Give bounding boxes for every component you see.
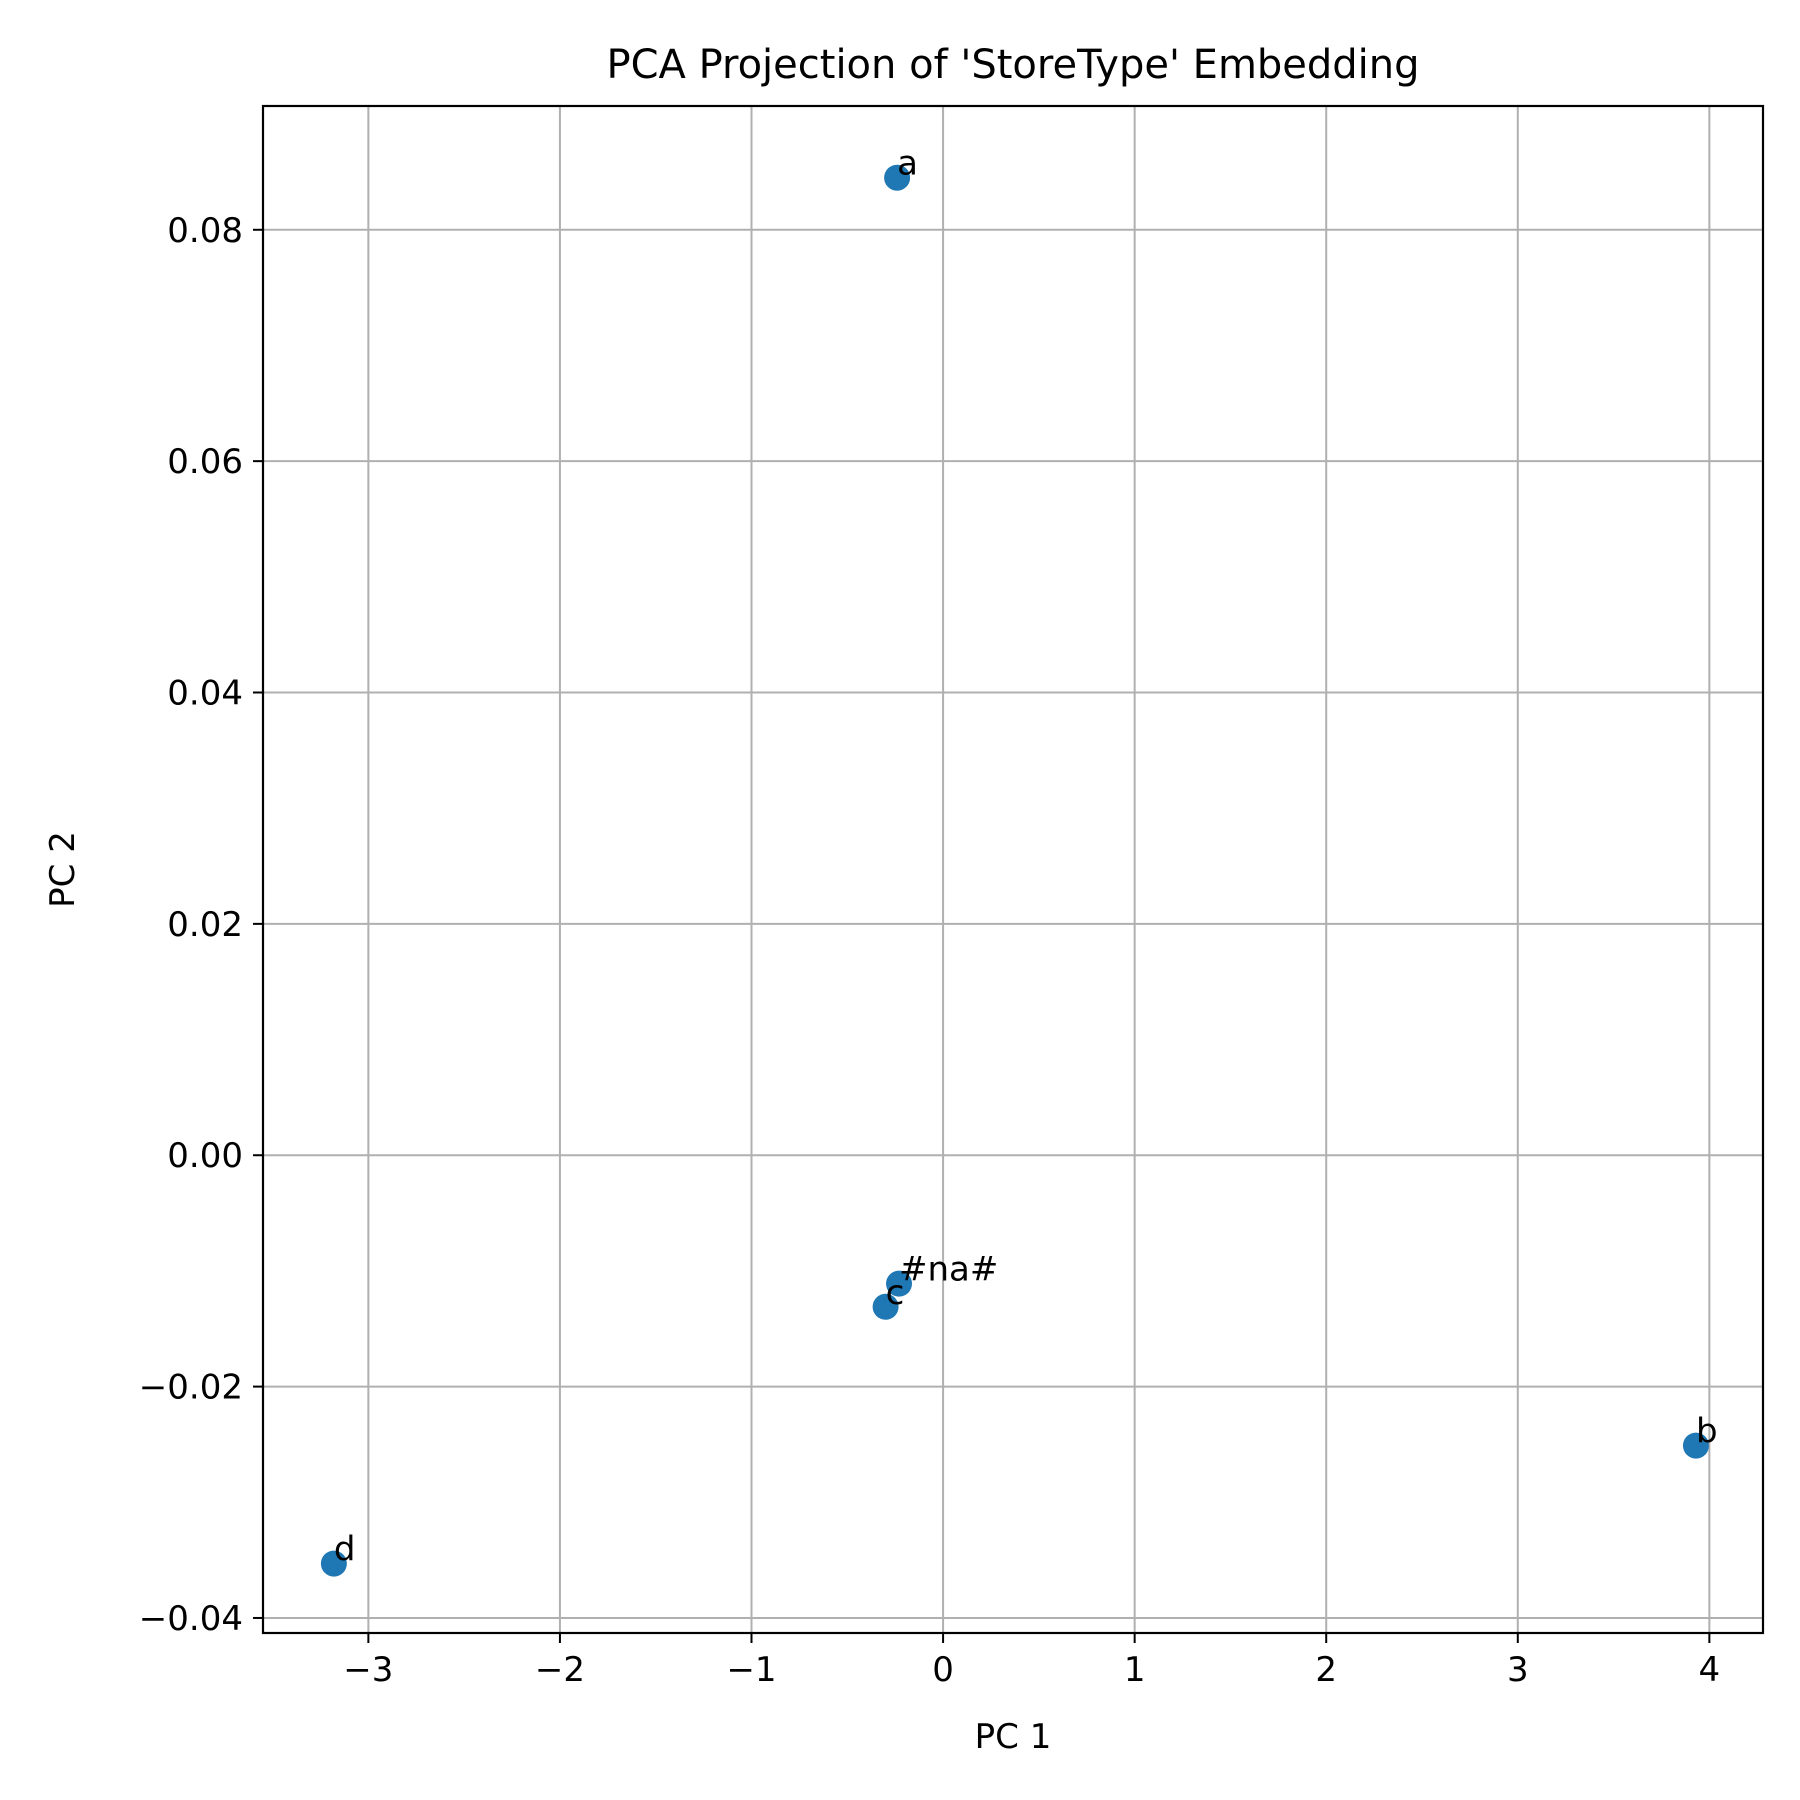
- chart-title: PCA Projection of 'StoreType' Embedding: [606, 42, 1419, 88]
- x-tick-label: 0: [932, 1650, 954, 1690]
- x-axis-title: PC 1: [975, 1717, 1052, 1757]
- data-point: [884, 164, 911, 191]
- x-tick-label: 2: [1315, 1650, 1337, 1690]
- x-tick-label: −3: [343, 1650, 393, 1690]
- x-tick-label: 1: [1124, 1650, 1146, 1690]
- y-tick-label: 0.04: [167, 674, 243, 714]
- y-axis-title: PC 2: [43, 831, 83, 908]
- x-tick-label: 3: [1507, 1650, 1529, 1690]
- data-point-label: b: [1696, 1412, 1718, 1452]
- data-point-label: d: [334, 1530, 356, 1570]
- points-layer: a #na#c b d: [320, 144, 1718, 1577]
- y-tick-label: −0.02: [139, 1368, 243, 1408]
- data-point-label: #na#: [899, 1250, 998, 1290]
- y-tick-label: −0.04: [139, 1599, 243, 1639]
- grid-layer: [263, 106, 1763, 1633]
- plot-frame: [261, 104, 1765, 1635]
- data-point: [872, 1293, 899, 1320]
- y-tick-label: 0.00: [167, 1136, 243, 1176]
- x-tick-label: −1: [726, 1650, 776, 1690]
- data-point: [320, 1550, 347, 1577]
- data-point-label: a: [897, 144, 918, 184]
- y-tick-label: 0.08: [167, 211, 243, 251]
- x-tick-label: −2: [535, 1650, 585, 1690]
- y-tick-label: 0.06: [167, 442, 243, 482]
- ticks-layer: −3 −2 −1 0 1 2 3 4 −0.04 −0.02 0.00 0.02 0.04 0.06 0.0…: [139, 211, 1720, 1690]
- data-point: [886, 1270, 913, 1297]
- y-tick-label: 0.02: [167, 905, 243, 945]
- data-point: [1682, 1432, 1709, 1459]
- x-tick-label: 4: [1699, 1650, 1721, 1690]
- data-point-label: c: [886, 1273, 905, 1313]
